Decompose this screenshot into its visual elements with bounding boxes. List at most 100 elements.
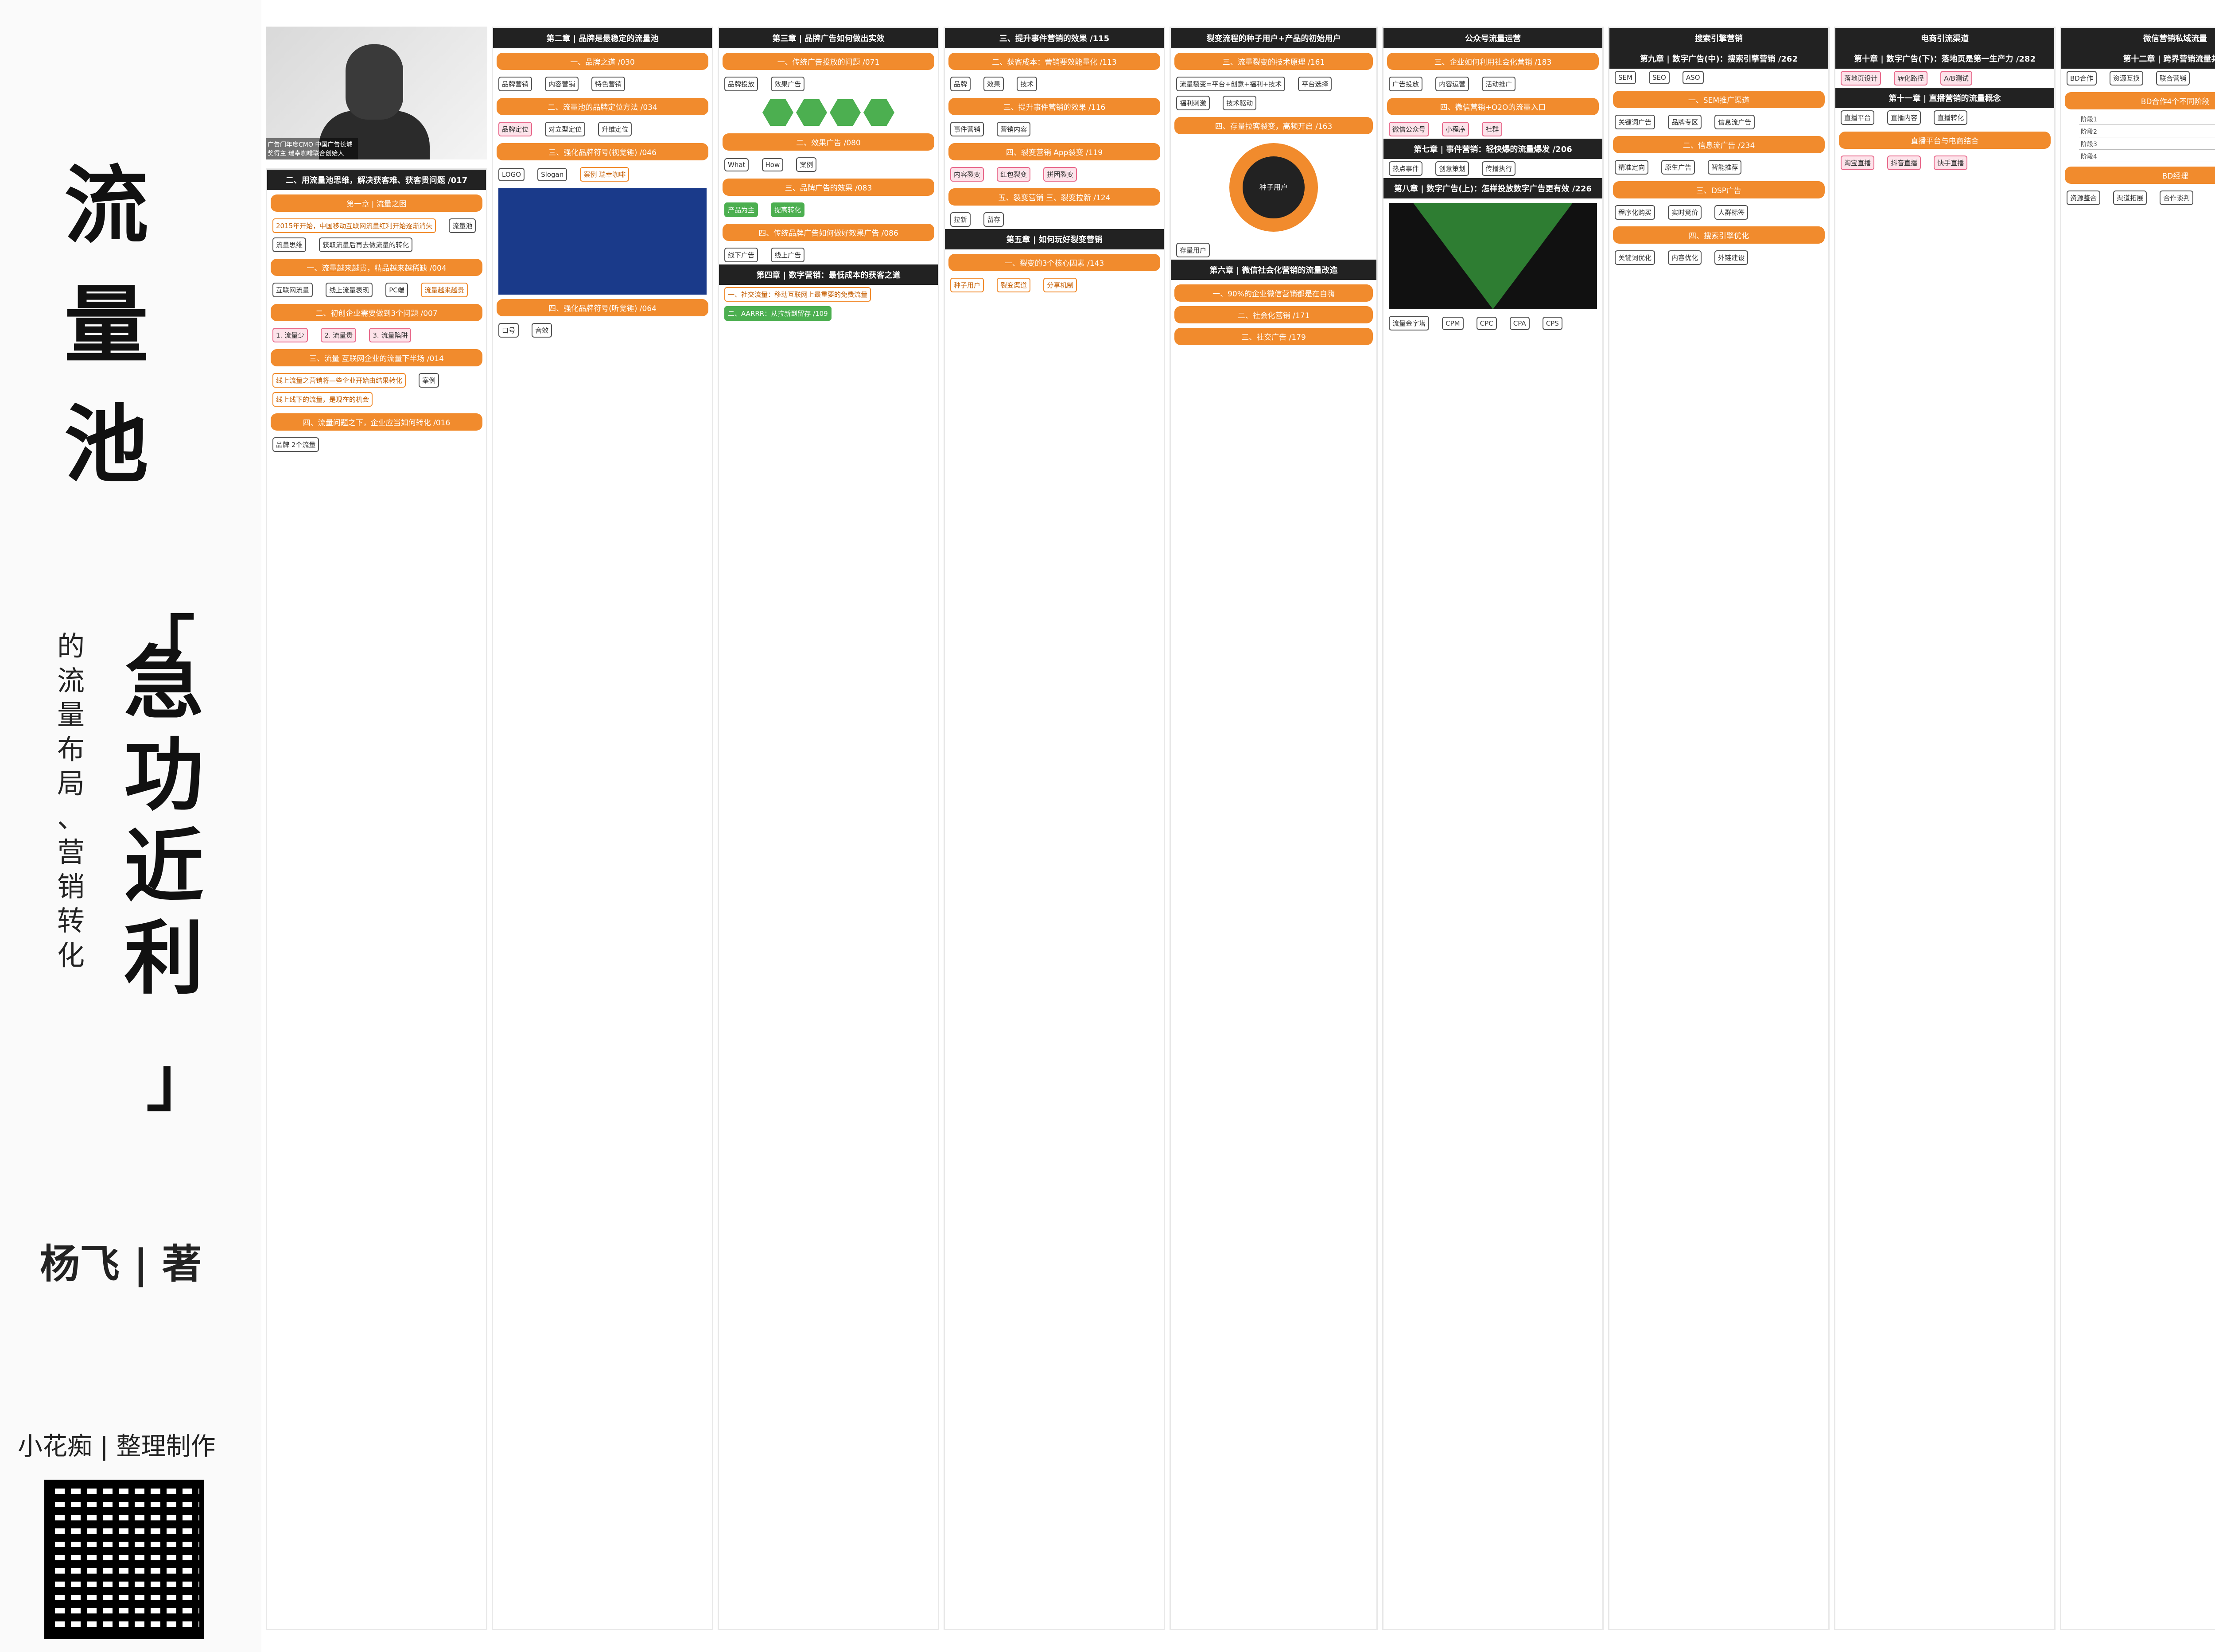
node: 品牌: [950, 77, 971, 91]
node: 线上流量表现: [326, 283, 373, 297]
node: 1. 流量少: [272, 328, 308, 342]
section-head: 二、信息流广告 /234: [1613, 136, 1825, 153]
node: 落地页设计: [1841, 71, 1881, 86]
title-char-2: 量: [64, 276, 148, 374]
node: 流量金字塔: [1389, 316, 1430, 330]
node: 音效: [532, 323, 552, 338]
node: 精准定向: [1615, 160, 1649, 175]
column-3: 第三章 | 品牌广告如何做出实效 一、传统广告投放的问题 /071 品牌投放 效…: [718, 27, 939, 1630]
column-subhead: 第八章 | 数字广告(上)：怎样投放数字广告更有效 /226: [1383, 178, 1602, 198]
node: What: [724, 158, 749, 171]
column-2: 第二章 | 品牌是最稳定的流量池 一、品牌之道 /030 品牌营销 内容营销 特…: [492, 27, 713, 1630]
node: 内容运营: [1435, 77, 1469, 91]
node: 联合营销: [2156, 71, 2190, 86]
node: 存量用户: [1176, 243, 1210, 257]
section-head: 一、品牌之道 /030: [497, 53, 708, 70]
node: 品牌定位: [498, 122, 532, 136]
cover-panel: 流 量 池 的 流 量 布 局 、 营 销 转 化 「 急 功 近 利 」 杨飞…: [0, 0, 261, 1652]
node: 广告投放: [1389, 77, 1423, 91]
funnel-panel: [1389, 203, 1597, 309]
node: 裂变渠道: [997, 278, 1031, 292]
section-head: 三、流量 互联网企业的流量下半场 /014: [271, 349, 482, 366]
section-head: 四、微信营销+O2O的流量入口: [1387, 98, 1599, 115]
leaf: 阶段2: [2079, 126, 2215, 137]
node: 内容营销: [545, 77, 579, 91]
node: 一、社交流量：移动互联网上最重要的免费流量: [724, 287, 871, 302]
node: 2015年开始，中国移动互联网流量红利开始逐渐消失: [272, 218, 436, 233]
node: 红包裂变: [997, 167, 1031, 182]
column-head: 第三章 | 品牌广告如何做出实效: [719, 28, 938, 48]
node: 转化路径: [1894, 71, 1928, 86]
node: 2. 流量贵: [321, 328, 357, 342]
section-head: 二、效果广告 /080: [723, 133, 934, 151]
column-head: 二、用流量池思维，解决获客难、获客贵问题 /017: [267, 170, 486, 190]
node: 直播转化: [1934, 110, 1968, 125]
node: SEM: [1615, 71, 1636, 84]
column-subhead: 第七章 | 事件营销：轻快爆的流量爆发 /206: [1383, 139, 1602, 159]
node: 资源互换: [2109, 71, 2143, 86]
node: 关键词广告: [1615, 115, 1655, 129]
node: 关键词优化: [1615, 250, 1655, 265]
subtitle-big: 急 功 近 利: [124, 637, 204, 1005]
node: 资源整合: [2067, 190, 2101, 205]
column-9: 微信营销私域流量 第十二章 | 跨界营销流量共享 BD合作 资源互换 联合营销 …: [2060, 27, 2215, 1630]
node: 抖音直播: [1887, 155, 1921, 170]
node: 特色营销: [591, 77, 626, 91]
node: 品牌专区: [1668, 115, 1702, 129]
node: 3. 流量陷阱: [369, 328, 412, 342]
node: BD合作: [2067, 71, 2097, 86]
node: 品牌 2个流量: [272, 437, 319, 452]
column-7: 搜索引擎营销 第九章 | 数字广告(中)：搜索引擎营销 /262 SEM SEO…: [1608, 27, 1830, 1630]
section-head: 三、流量裂变的技术原理 /161: [1174, 53, 1373, 70]
node: 提高转化: [771, 202, 805, 217]
section-head: 四、裂变营销 App裂变 /119: [948, 143, 1160, 160]
section-head: 四、存量拉客裂变，高频开启 /163: [1174, 117, 1373, 134]
node: 原生广告: [1661, 160, 1695, 175]
coffee-case-image: [498, 188, 707, 295]
node: 热点事件: [1389, 161, 1423, 176]
circle-diagram: 种子用户: [1229, 143, 1318, 232]
column-1: 二、用流量池思维，解决获客难、获客贵问题 /017 第一章 | 流量之困 201…: [266, 168, 487, 1630]
section-head: 第一章 | 流量之困: [271, 194, 482, 212]
node: 种子用户: [950, 278, 984, 292]
node: 留存: [983, 212, 1004, 227]
author-photo: 广告门年度CMO 中国广告长城奖得主 瑞幸咖啡联合创始人: [266, 27, 487, 159]
node: SEO: [1649, 71, 1670, 84]
column-subhead: 第六章 | 微信社会化营销的流量改造: [1171, 260, 1376, 280]
node: 升维定位: [598, 122, 632, 136]
column-head: 三、提升事件营销的效果 /115: [945, 28, 1164, 48]
section-head: 三、强化品牌符号(视觉锤) /046: [497, 143, 708, 160]
column-head: 搜索引擎营销: [1609, 28, 1828, 48]
node: 事件营销: [950, 122, 984, 136]
column-6: 公众号流量运营 三、企业如何利用社会化营销 /183 广告投放 内容运营 活动推…: [1382, 27, 1604, 1630]
leaf: 阶段3: [2079, 139, 2215, 150]
funnel-shape: [1413, 203, 1573, 309]
node: LOGO: [498, 168, 525, 181]
node: 直播平台: [1841, 110, 1875, 125]
section-head: BD合作4个不同阶段: [2065, 92, 2215, 109]
title-char-1: 流: [64, 157, 148, 255]
node: A/B测试: [1940, 71, 1972, 86]
node: 拼团裂变: [1043, 167, 1077, 182]
node: 线上线下的流量，是现在的机会: [272, 392, 373, 407]
node: 对立型定位: [545, 122, 586, 136]
node: 案例: [796, 157, 817, 172]
column-head: 微信营销私域流量: [2061, 28, 2215, 48]
node: 程序化购买: [1615, 205, 1655, 220]
bracket-close: 」: [146, 1043, 213, 1120]
section-head: 三、提升事件营销的效果 /116: [948, 98, 1160, 115]
section-head: 一、90%的企业微信营销都是在自嗨: [1174, 284, 1373, 302]
title-char-3: 池: [64, 396, 148, 494]
column-5: 裂变流程的种子用户+产品的初始用户 三、流量裂变的技术原理 /161 流量裂变=…: [1170, 27, 1378, 1630]
section-head: 三、DSP广告: [1613, 181, 1825, 198]
maker-credit: 小花痴 | 整理制作: [18, 1432, 216, 1461]
node: 流量越来越贵: [420, 283, 468, 297]
node: CPM: [1442, 317, 1464, 330]
section-head: 三、品牌广告的效果 /083: [723, 179, 934, 196]
node: PC端: [385, 283, 408, 297]
bracket-open: 「: [128, 609, 195, 686]
column-head: 电商引流渠道: [1835, 28, 2054, 48]
node: 互联网流量: [272, 283, 313, 297]
node: 活动推广: [1482, 77, 1516, 91]
node: 内容优化: [1668, 250, 1702, 265]
